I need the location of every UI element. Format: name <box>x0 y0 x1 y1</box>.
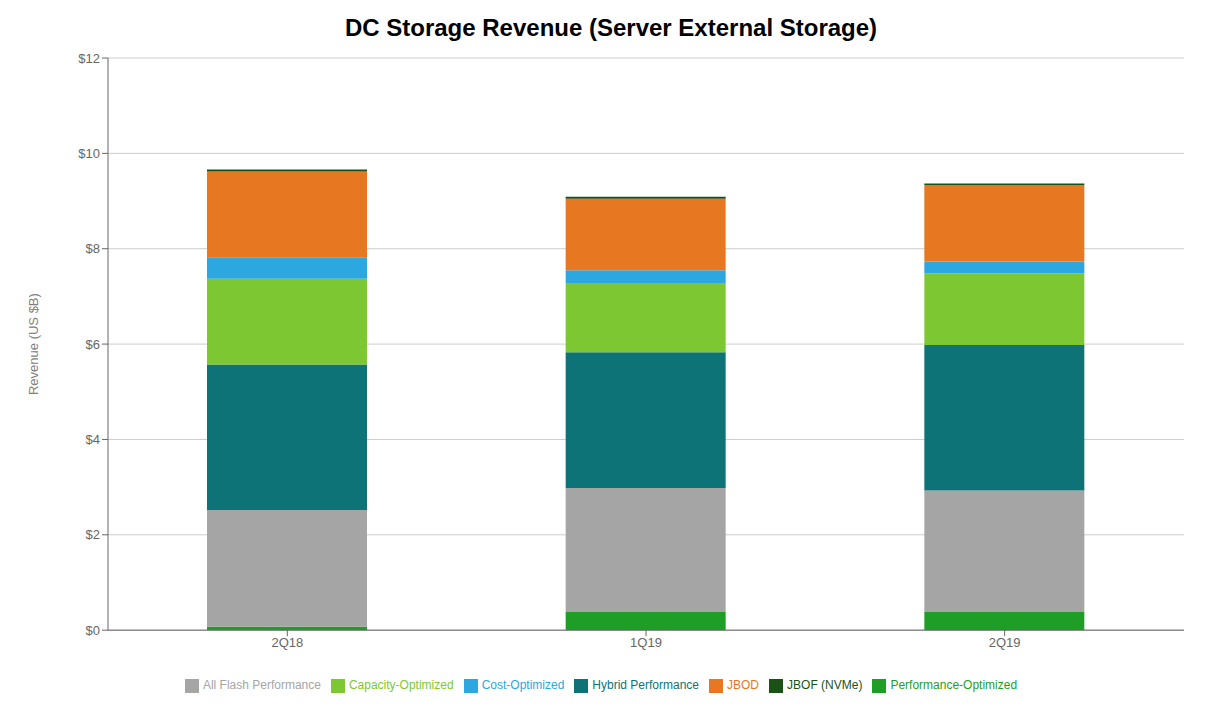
html-text:Cost-Optimized: Cost-Optimized <box>481 678 565 693</box>
svg-text:$10: $10 <box>78 146 100 161</box>
svg-text:1Q19: 1Q19 <box>630 635 662 650</box>
svg-text:$0: $0 <box>86 623 100 638</box>
svg-text:$8: $8 <box>86 241 100 256</box>
html-text:JBOF (NVMe): JBOF (NVMe) <box>787 678 863 693</box>
svg-text:$4: $4 <box>86 432 100 447</box>
svg-text:2Q18: 2Q18 <box>271 635 303 650</box>
svg-text:2Q19: 2Q19 <box>989 635 1021 650</box>
svg-text:$6: $6 <box>86 337 100 352</box>
html-text:Hybrid Performance: Hybrid Performance <box>592 678 699 693</box>
svg-text:$2: $2 <box>86 527 100 542</box>
svg-text:Revenue (US $B): Revenue (US $B) <box>26 293 41 395</box>
html-text:DC Storage Revenue (Server Ext: DC Storage Revenue (Server External Stor… <box>344 14 878 41</box>
html-text:JBOD: JBOD <box>727 678 759 693</box>
html-text:All Flash Performance: All Flash Performance <box>202 678 321 693</box>
html-text:Performance-Optimized: Performance-Optimized <box>890 678 1018 693</box>
html-text:Capacity-Optimized: Capacity-Optimized <box>348 678 454 693</box>
svg-text:$12: $12 <box>78 51 100 66</box>
